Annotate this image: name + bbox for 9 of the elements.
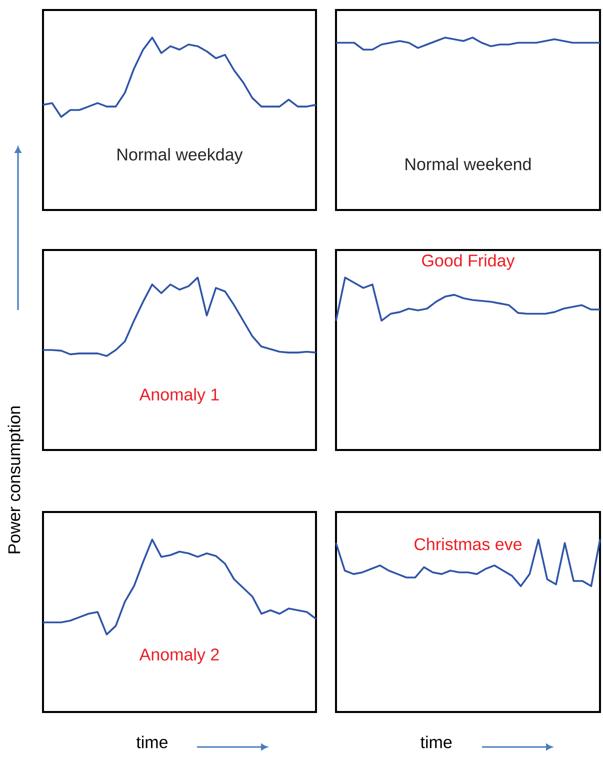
annotation: Anomaly 2 [139, 648, 219, 664]
text: Good Friday [422, 254, 515, 270]
annotation: Normal weekday [118, 148, 243, 164]
y-axis-title: Power consumption [8, 406, 24, 554]
annotation: Christmas eve [414, 538, 522, 550]
annotation: Normal weekend [406, 158, 531, 170]
x-axis-title: time [420, 736, 452, 748]
annotation: Anomaly 1 [139, 388, 219, 404]
x-axis-title: time [136, 736, 168, 748]
